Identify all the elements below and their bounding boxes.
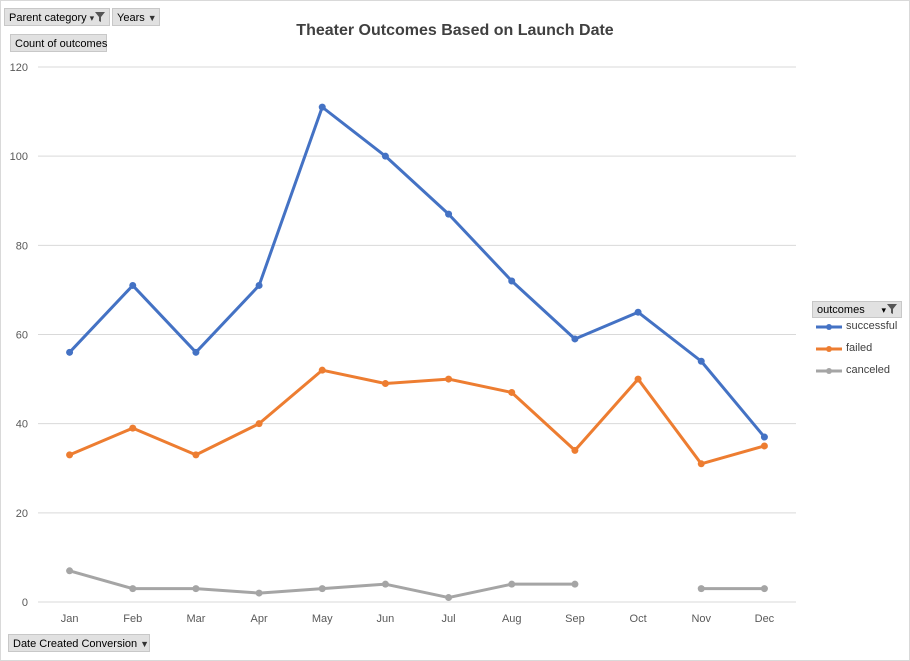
data-point-canceled: [508, 580, 516, 588]
chevron-down-icon: ▼: [140, 639, 150, 649]
data-point-canceled: [381, 580, 389, 588]
data-point-canceled: [760, 585, 768, 593]
chart-title: Theater Outcomes Based on Launch Date: [296, 22, 614, 39]
data-point-failed: [66, 451, 74, 459]
series-line-canceled: [69, 569, 575, 600]
filter-dropdown-icon: ▾: [90, 9, 106, 27]
y-tick-label: 0: [22, 597, 28, 609]
data-point-failed: [760, 442, 768, 450]
data-point-canceled: [318, 585, 326, 593]
x-tick-label: Dec: [755, 613, 775, 625]
data-point-failed: [445, 375, 453, 383]
data-point-successful: [129, 281, 137, 289]
data-point-failed: [255, 420, 263, 428]
data-point-failed: [381, 380, 389, 388]
years-filter-button[interactable]: Years ▼: [112, 8, 160, 26]
x-tick-label: Jun: [377, 613, 395, 625]
legend-swatch-successful: [816, 324, 842, 330]
y-tick-label: 100: [10, 151, 28, 163]
x-tick-label: Feb: [123, 613, 142, 625]
legend-entry-failed: failed: [812, 340, 908, 362]
legend-label-canceled: canceled: [846, 364, 891, 376]
data-point-canceled: [129, 585, 137, 593]
y-tick-label: 20: [16, 508, 28, 520]
data-point-failed: [192, 451, 200, 459]
data-point-failed: [129, 424, 137, 432]
data-point-failed: [318, 366, 326, 374]
legend-entry-canceled: canceled: [812, 362, 908, 384]
data-point-failed: [571, 446, 579, 454]
years-label: Years: [117, 12, 145, 24]
x-tick-label: Mar: [186, 613, 205, 625]
legend-swatch-failed: [816, 346, 842, 352]
legend-label-failed: failed: [846, 342, 873, 354]
x-tick-label: Nov: [691, 613, 711, 625]
x-tick-label: Aug: [502, 613, 522, 625]
data-point-failed: [508, 388, 516, 396]
legend-label-successful: successful: [846, 320, 898, 332]
data-point-successful: [760, 433, 768, 441]
y-tick-label: 80: [16, 240, 28, 252]
x-tick-label: Jan: [61, 613, 79, 625]
date-created-conversion-field-button[interactable]: Date Created Conversion ▼: [8, 634, 150, 652]
x-tick-label: Sep: [565, 613, 585, 625]
data-point-canceled: [192, 585, 200, 593]
legend-entry-successful: successful: [812, 318, 908, 340]
data-point-canceled: [445, 594, 453, 602]
data-point-successful: [445, 210, 453, 218]
chevron-down-icon: ▼: [147, 13, 157, 23]
parent-category-filter-button[interactable]: Parent category ▾: [4, 8, 110, 26]
outcomes-filter-button[interactable]: outcomes ▾: [812, 301, 902, 318]
data-point-canceled: [66, 567, 74, 575]
series-line-failed: [68, 368, 765, 466]
data-point-successful: [318, 103, 326, 111]
legend-swatch-canceled: [816, 368, 842, 374]
series-line-successful: [68, 105, 766, 439]
data-point-successful: [634, 308, 642, 316]
data-point-canceled: [571, 580, 579, 588]
legend: outcomes ▾ successful failed canceled: [812, 301, 908, 384]
x-tick-label: May: [312, 613, 333, 625]
data-point-successful: [697, 357, 705, 365]
data-point-successful: [508, 277, 516, 285]
data-point-successful: [192, 348, 200, 356]
count-of-outcomes-field-button[interactable]: Count of outcomes: [10, 34, 107, 52]
x-tick-label: Apr: [251, 613, 268, 625]
outcomes-legend-label: outcomes: [817, 304, 865, 316]
data-point-successful: [255, 281, 263, 289]
x-tick-label: Jul: [442, 613, 456, 625]
data-point-canceled: [697, 585, 705, 593]
data-point-failed: [634, 375, 642, 383]
data-point-failed: [697, 460, 705, 468]
y-tick-label: 120: [10, 62, 28, 74]
data-point-canceled: [255, 589, 263, 597]
parent-category-label: Parent category: [9, 12, 87, 24]
count-of-outcomes-label: Count of outcomes: [15, 38, 108, 50]
filter-dropdown-icon: ▾: [881, 302, 897, 319]
date-created-conversion-label: Date Created Conversion: [13, 638, 138, 650]
data-point-successful: [381, 152, 389, 160]
y-tick-label: 40: [16, 419, 28, 431]
data-point-successful: [571, 335, 579, 343]
y-tick-label: 60: [16, 330, 28, 342]
data-point-successful: [66, 348, 74, 356]
x-tick-label: Oct: [630, 613, 647, 625]
